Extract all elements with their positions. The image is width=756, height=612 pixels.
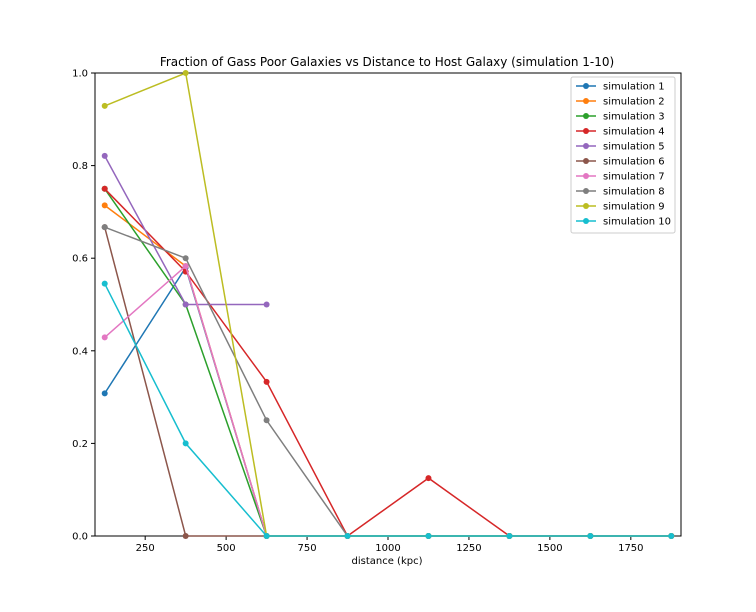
data-point xyxy=(101,202,108,209)
data-point xyxy=(101,334,108,341)
data-point xyxy=(344,533,351,539)
data-point xyxy=(182,255,189,262)
legend-marker xyxy=(583,203,589,209)
legend-label: simulation 5 xyxy=(603,142,665,153)
legend-label: simulation 10 xyxy=(603,217,671,228)
legend-marker xyxy=(583,98,589,104)
series-line-2 xyxy=(104,204,672,537)
data-point xyxy=(668,533,675,539)
legend-marker xyxy=(583,173,589,179)
legend-label: simulation 4 xyxy=(603,127,665,138)
legend-label: simulation 1 xyxy=(603,82,665,93)
series-line-8 xyxy=(104,226,672,537)
data-point xyxy=(263,417,270,424)
y-tick-label: 0.4 xyxy=(72,346,88,357)
y-tick-label: 1.0 xyxy=(72,69,88,80)
data-point xyxy=(182,533,189,539)
legend-marker xyxy=(583,188,589,194)
legend-label: simulation 8 xyxy=(603,187,665,198)
data-point xyxy=(101,102,108,109)
legend-marker xyxy=(583,83,589,89)
x-axis-label: distance (kpc) xyxy=(352,556,423,567)
data-point xyxy=(101,390,108,397)
plot-area: 250 500 750 1000 1250 1500 1750 0.0 0.2 0.4 0.6 0.8… xyxy=(72,69,682,554)
x-tick-label: 750 xyxy=(298,543,317,554)
legend: simulation 1 simulation 2 simulation 3 simu… xyxy=(570,76,676,234)
data-point xyxy=(182,440,189,447)
data-point xyxy=(587,533,594,539)
y-tick-label: 0.2 xyxy=(72,439,88,450)
data-point xyxy=(182,263,189,270)
series-line-1 xyxy=(104,265,672,537)
data-point xyxy=(263,533,270,539)
legend-marker xyxy=(583,113,589,119)
data-point xyxy=(101,152,108,159)
data-point xyxy=(263,301,270,308)
series-line-3 xyxy=(104,188,672,537)
data-point xyxy=(101,185,108,192)
x-tick-label: 1500 xyxy=(537,543,562,554)
series-line-10 xyxy=(104,283,672,537)
x-tick-label: 1750 xyxy=(618,543,643,554)
data-point xyxy=(425,475,432,482)
legend-box xyxy=(570,76,676,234)
data-point xyxy=(101,224,108,231)
data-point xyxy=(425,533,432,539)
x-tick-label: 1250 xyxy=(456,543,481,554)
data-point xyxy=(182,70,189,76)
legend-label: simulation 6 xyxy=(603,157,665,168)
data-point xyxy=(263,378,270,385)
legend-label: simulation 2 xyxy=(603,97,665,108)
legend-marker xyxy=(583,218,589,224)
series-line-5 xyxy=(104,155,267,306)
legend-marker xyxy=(583,128,589,134)
series-line-4 xyxy=(104,188,672,538)
data-point xyxy=(506,533,513,539)
x-tick-label: 1000 xyxy=(375,543,400,554)
chart-title: Fraction of Gass Poor Galaxies vs Distan… xyxy=(160,55,614,69)
legend-marker xyxy=(583,143,589,149)
series-line-7 xyxy=(104,264,672,537)
y-tick-label: 0.8 xyxy=(72,161,88,172)
series-group xyxy=(101,70,675,539)
legend-label: simulation 3 xyxy=(603,112,665,123)
legend-label: simulation 9 xyxy=(603,202,665,213)
data-point xyxy=(101,280,108,287)
y-tick-label: 0.0 xyxy=(72,532,88,543)
x-tick-label: 500 xyxy=(217,543,236,554)
x-tick-label: 250 xyxy=(136,543,155,554)
data-point xyxy=(182,301,189,308)
y-tick-label: 0.6 xyxy=(72,254,88,265)
legend-label: simulation 7 xyxy=(603,172,665,183)
legend-marker xyxy=(583,158,589,164)
